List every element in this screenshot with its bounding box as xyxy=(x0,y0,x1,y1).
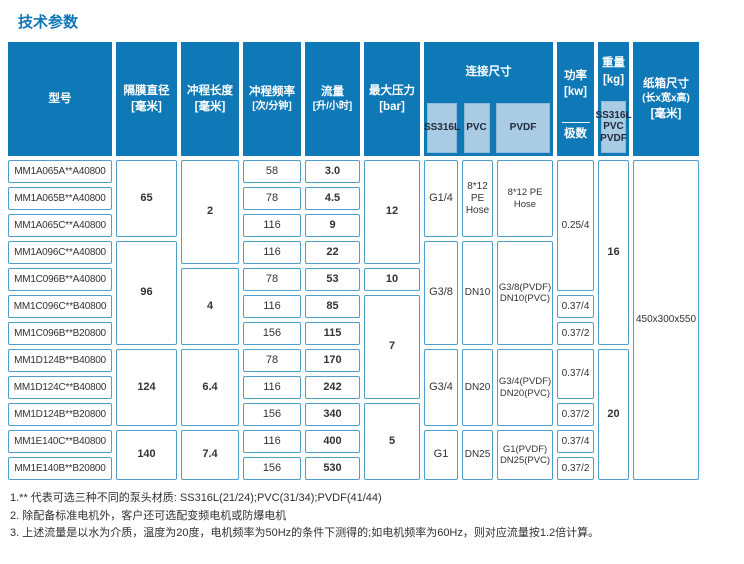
pressure-cell: 12 xyxy=(364,160,420,264)
conn-ss316l-cell: G3/4 xyxy=(424,349,458,426)
flow-cell: 340 xyxy=(305,403,360,426)
frequency-cell: 156 xyxy=(243,322,301,345)
flow-cell: 9 xyxy=(305,214,360,237)
flow-cell: 85 xyxy=(305,295,360,318)
power-cell: 0.37/4 xyxy=(557,295,594,318)
subheader-pvdf: PVDF xyxy=(496,103,550,153)
conn-pvdf-cell: G1(PVDF) DN25(PVC) xyxy=(497,430,553,480)
stroke-length-cell: 4 xyxy=(181,268,239,345)
header-power-poles: 极数 xyxy=(564,127,587,140)
model-cell: MM1A065B**A40800 xyxy=(8,187,112,210)
header-max-pressure: 最大压力 [bar] xyxy=(364,42,420,156)
model-cell: MM1A096C**A40800 xyxy=(8,241,112,264)
flow-cell: 170 xyxy=(305,349,360,372)
frequency-cell: 116 xyxy=(243,376,301,399)
model-cell: MM1D124B**B40800 xyxy=(8,349,112,372)
flow-cell: 242 xyxy=(305,376,360,399)
weight-cell: 16 xyxy=(598,160,629,345)
flow-cell: 530 xyxy=(305,457,360,480)
conn-pvdf-cell: G3/8(PVDF) DN10(PVC) xyxy=(497,241,553,345)
flow-cell: 3.0 xyxy=(305,160,360,183)
header-stroke-length: 冲程长度 [毫米] xyxy=(181,42,239,156)
header-weight: 重量 [kg] SS316L PVC PVDF xyxy=(595,42,632,156)
carton-size-cell: 450x300x550 xyxy=(633,160,699,480)
header-carton: 纸箱尺寸 (长x宽x高) [毫米] xyxy=(633,42,699,156)
conn-ss316l-cell: G1 xyxy=(424,430,458,480)
conn-pvc-cell: DN20 xyxy=(462,349,493,426)
power-cell: 0.37/2 xyxy=(557,403,594,426)
power-cell: 0.25/4 xyxy=(557,160,594,291)
power-cell: 0.37/4 xyxy=(557,430,594,453)
pressure-cell: 10 xyxy=(364,268,420,291)
model-cell: MM1D124B**B20800 xyxy=(8,403,112,426)
model-cell: MM1C096C**B40800 xyxy=(8,295,112,318)
spec-table: 型号 隔膜直径 [毫米] 冲程长度 [毫米] 冲程频率 [次/分钟] 流量 [升… xyxy=(8,42,699,480)
frequency-cell: 78 xyxy=(243,349,301,372)
pressure-cell: 5 xyxy=(364,403,420,480)
weight-cell: 20 xyxy=(598,349,629,480)
header-power: 功率 [kw] 极数 xyxy=(557,42,594,156)
frequency-cell: 58 xyxy=(243,160,301,183)
flow-cell: 115 xyxy=(305,322,360,345)
conn-ss316l-cell: G1/4 xyxy=(424,160,458,237)
stroke-length-cell: 2 xyxy=(181,160,239,264)
conn-pvdf-cell: G3/4(PVDF) DN20(PVC) xyxy=(497,349,553,426)
weight-materials-subheader: SS316L PVC PVDF xyxy=(595,101,632,153)
subheader-pvc: PVC xyxy=(463,103,490,153)
model-cell: MM1E140B**B20800 xyxy=(8,457,112,480)
frequency-cell: 116 xyxy=(243,295,301,318)
diaphragm-cell: 96 xyxy=(116,241,177,345)
footnotes: 1.** 代表可选三种不同的泵头材质: SS316L(21/24);PVC(31… xyxy=(10,490,599,543)
header-flow: 流量 [升/小时] xyxy=(305,42,360,156)
power-cell: 0.37/2 xyxy=(557,322,594,345)
pressure-cell: 7 xyxy=(364,295,420,399)
model-cell: MM1A065A**A40800 xyxy=(8,160,112,183)
subheader-ss316l: SS316L xyxy=(424,103,460,153)
frequency-cell: 116 xyxy=(243,214,301,237)
model-cell: MM1A065C**A40800 xyxy=(8,214,112,237)
model-cell: MM1C096B**A40800 xyxy=(8,268,112,291)
header-model: 型号 xyxy=(8,42,112,156)
frequency-cell: 78 xyxy=(243,268,301,291)
header-connection: 连接尺寸 SS316L PVC PVDF xyxy=(424,42,553,156)
power-divider xyxy=(561,121,590,123)
page-title: 技术参数 xyxy=(18,14,79,31)
header-stroke-frequency: 冲程频率 [次/分钟] xyxy=(243,42,301,156)
model-cell: MM1C096B**B20800 xyxy=(8,322,112,345)
frequency-cell: 156 xyxy=(243,403,301,426)
flow-cell: 53 xyxy=(305,268,360,291)
model-cell: MM1E140C**B40800 xyxy=(8,430,112,453)
power-cell: 0.37/2 xyxy=(557,457,594,480)
frequency-cell: 116 xyxy=(243,430,301,453)
model-cell: MM1D124C**B40800 xyxy=(8,376,112,399)
frequency-cell: 116 xyxy=(243,241,301,264)
diaphragm-cell: 124 xyxy=(116,349,177,426)
stroke-length-cell: 6.4 xyxy=(181,349,239,426)
diaphragm-cell: 140 xyxy=(116,430,177,480)
header-diaphragm: 隔膜直径 [毫米] xyxy=(116,42,177,156)
diaphragm-cell: 65 xyxy=(116,160,177,237)
footnote-3: 3. 上述流量是以水为介质，温度为20度，电机频率为50Hz的条件下测得的;如电… xyxy=(10,527,600,540)
conn-pvc-cell: DN25 xyxy=(462,430,493,480)
connection-subheaders: SS316L PVC PVDF xyxy=(424,103,550,153)
conn-pvc-cell: DN10 xyxy=(462,241,493,345)
conn-pvc-cell: 8*12 PE Hose xyxy=(462,160,493,237)
conn-ss316l-cell: G3/8 xyxy=(424,241,458,345)
flow-cell: 22 xyxy=(305,241,360,264)
flow-cell: 4.5 xyxy=(305,187,360,210)
footnote-1: 1.** 代表可选三种不同的泵头材质: SS316L(21/24);PVC(31… xyxy=(10,492,382,504)
power-cell: 0.37/4 xyxy=(557,349,594,399)
frequency-cell: 78 xyxy=(243,187,301,210)
conn-pvdf-cell: 8*12 PE Hose xyxy=(497,160,553,237)
flow-cell: 400 xyxy=(305,430,360,453)
frequency-cell: 156 xyxy=(243,457,301,480)
footnote-2: 2. 除配备标准电机外，客户还可选配变频电机或防爆电机 xyxy=(10,509,287,522)
stroke-length-cell: 7.4 xyxy=(181,430,239,480)
